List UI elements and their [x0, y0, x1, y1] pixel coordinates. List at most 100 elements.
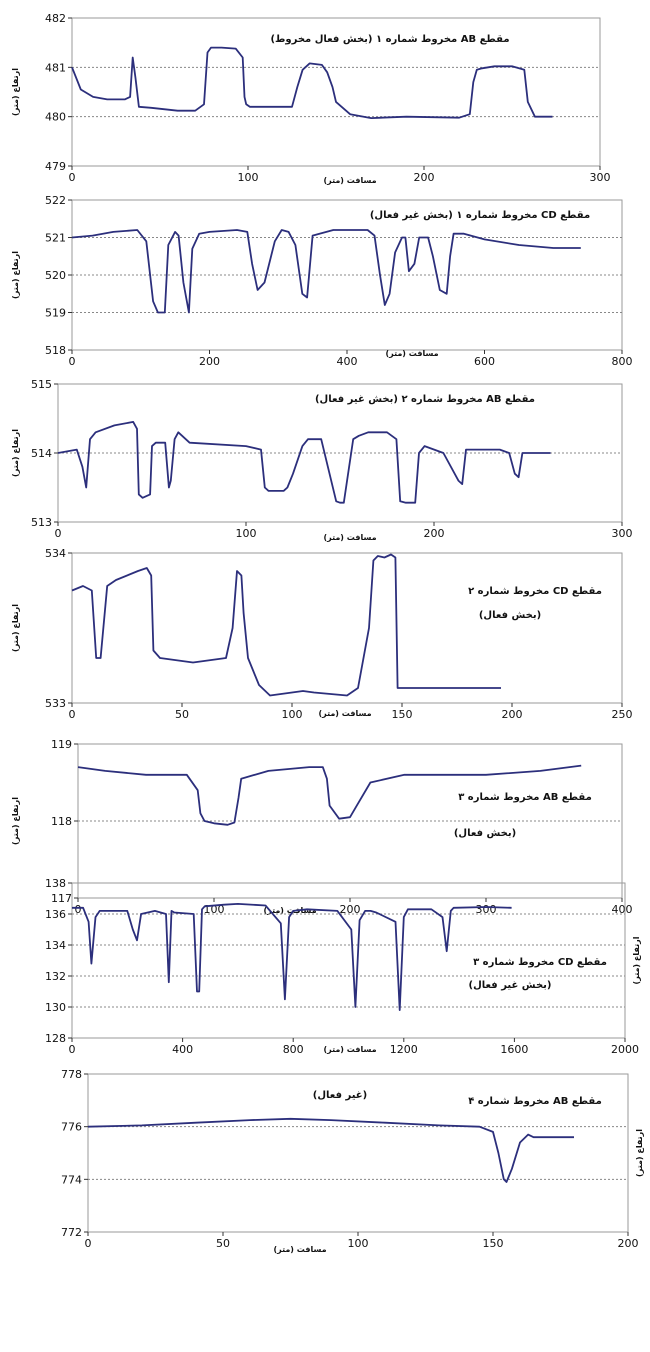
x-axis-label: مسافت (متر): [323, 176, 376, 185]
y-axis-label: ارتفاع (متر): [632, 936, 641, 984]
chart-subtitle: (بخش فعال): [479, 610, 541, 621]
chart-subtitle: (بخش غیر فعال): [469, 980, 552, 991]
y-axis-label: ارتفاع (متر): [11, 429, 20, 477]
x-tick-label: 50: [175, 708, 189, 721]
y-tick-label: 518: [45, 344, 66, 357]
y-tick-label: 118: [51, 815, 72, 828]
plot-frame: [71, 17, 601, 167]
profile-line: [87, 1117, 574, 1183]
x-tick-label: 300: [590, 171, 611, 184]
y-tick-label: 130: [45, 1001, 66, 1014]
x-tick-label: 200: [424, 527, 445, 540]
chart-title: مقطع CD مخروط شماره ۱ (بخش غیر فعال): [370, 210, 590, 221]
y-tick-label: 533: [45, 697, 66, 710]
x-tick-label: 0: [69, 355, 76, 368]
profile-line: [71, 553, 501, 697]
x-tick-label: 200: [618, 1237, 639, 1250]
x-tick-label: 50: [216, 1237, 230, 1250]
y-tick-label: 774: [61, 1173, 82, 1186]
x-tick-label: 150: [392, 708, 413, 721]
x-tick-label: 100: [238, 171, 259, 184]
plot-frame: [71, 882, 626, 1039]
x-tick-label: 200: [502, 708, 523, 721]
y-tick-label: 136: [45, 908, 66, 921]
chart-panel-2: 518 519 520 521 522 0 200 400 600 800 مقطع CD مخرو…: [11, 194, 633, 368]
y-tick-label: 482: [45, 12, 66, 25]
x-tick-label: 0: [85, 1237, 92, 1250]
x-tick-label: 1600: [500, 1043, 528, 1056]
x-tick-label: 100: [282, 708, 303, 721]
profile-line: [57, 420, 551, 504]
x-tick-label: 250: [612, 708, 633, 721]
chart-subtitle: (بخش فعال): [454, 828, 516, 839]
x-tick-label: 400: [612, 903, 633, 916]
chart-panel-7: 772 774 776 778 0 50 100 150 200 مقطع AB مخروط شم…: [61, 1068, 644, 1254]
profile-line: [71, 46, 553, 119]
y-tick-label: 772: [61, 1226, 82, 1239]
x-axis-label: مسافت (متر): [318, 709, 371, 718]
y-tick-label: 534: [45, 547, 66, 560]
y-tick-label: 138: [45, 877, 66, 890]
x-tick-label: 100: [236, 527, 257, 540]
x-tick-label: 0: [75, 903, 82, 916]
y-axis-label: ارتفاع (متر): [635, 1129, 644, 1177]
y-axis-label: ارتفاع (متر): [11, 68, 20, 116]
y-tick-label: 479: [45, 160, 66, 173]
x-tick-label: 200: [199, 355, 220, 368]
chart-title: مقطع AB مخروط شماره ۱ (بخش فعال مخروط): [270, 34, 509, 45]
x-tick-label: 0: [69, 1043, 76, 1056]
chart-panel-4: 533 534 0 50 100 150 200 250 مقطع CD مخروط شماره…: [11, 547, 633, 721]
x-axis-label: مسافت (متر): [323, 533, 376, 542]
x-tick-label: 300: [612, 527, 633, 540]
x-tick-label: 800: [283, 1043, 304, 1056]
y-axis-label: ارتفاع (متر): [11, 797, 20, 845]
chart-title: مقطع AB مخروط شماره ۳: [458, 792, 592, 803]
x-tick-label: 2000: [611, 1043, 639, 1056]
x-tick-label: 0: [69, 708, 76, 721]
y-tick-label: 134: [45, 939, 66, 952]
x-tick-label: 0: [55, 527, 62, 540]
chart-title: مقطع AB مخروط شماره ۴: [468, 1096, 602, 1107]
y-tick-label: 119: [51, 738, 72, 751]
y-tick-label: 522: [45, 194, 66, 207]
y-tick-label: 778: [61, 1068, 82, 1081]
x-tick-label: 400: [172, 1043, 193, 1056]
x-axis-label: مسافت (متر): [273, 1245, 326, 1254]
x-tick-label: 1200: [390, 1043, 418, 1056]
profile-line: [71, 229, 581, 314]
chart-panel-6: 128 130 132 134 136 138 0 400 800 1200 1600 2000 مقط…: [45, 877, 641, 1056]
y-tick-label: 481: [45, 61, 66, 74]
chart-title: مقطع CD مخروط شماره ۳: [473, 957, 607, 968]
x-tick-label: 400: [337, 355, 358, 368]
x-tick-label: 600: [474, 355, 495, 368]
chart-subtitle: (غیر فعال): [313, 1090, 367, 1101]
profile-line: [77, 764, 582, 826]
y-axis-label: ارتفاع (متر): [11, 251, 20, 299]
y-tick-label: 515: [31, 378, 52, 391]
plot-frame: [71, 199, 623, 351]
y-tick-label: 776: [61, 1121, 82, 1134]
y-tick-label: 128: [45, 1032, 66, 1045]
y-tick-label: 519: [45, 307, 66, 320]
x-axis-label: مسافت (متر): [323, 1045, 376, 1054]
chart-panel-1: 479 480 481 482 0 100 200 300 مقطع AB مخروط شمار…: [11, 12, 611, 185]
x-tick-label: 800: [612, 355, 633, 368]
y-tick-label: 521: [45, 232, 66, 245]
profile-line: [72, 903, 512, 1011]
y-tick-label: 520: [45, 269, 66, 282]
y-tick-label: 514: [31, 447, 52, 460]
y-tick-label: 132: [45, 970, 66, 983]
y-axis-label: ارتفاع (متر): [11, 604, 20, 652]
chart-panel-3: 513 514 515 0 100 200 300 مقطع AB مخروط شماره ۲…: [11, 378, 633, 542]
y-tick-label: 117: [51, 892, 72, 905]
y-tick-label: 480: [45, 111, 66, 124]
x-tick-label: 150: [483, 1237, 504, 1250]
x-axis-label: مسافت (متر): [263, 906, 316, 915]
chart-title: مقطع CD مخروط شماره ۲: [468, 586, 602, 597]
x-axis-label: مسافت (متر): [385, 349, 438, 358]
x-tick-label: 0: [69, 171, 76, 184]
y-tick-label: 513: [31, 516, 52, 529]
x-tick-label: 200: [414, 171, 435, 184]
